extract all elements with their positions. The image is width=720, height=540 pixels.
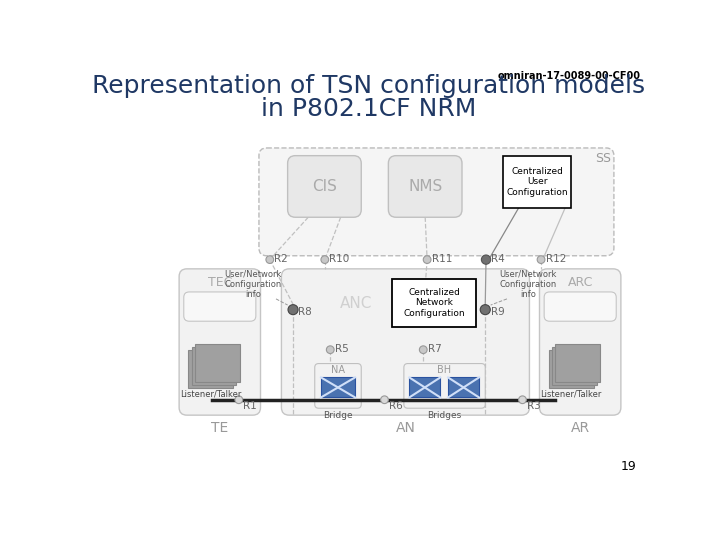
Text: BH: BH [438,364,451,375]
Text: omniran-17-0089-00-CF00: omniran-17-0089-00-CF00 [498,71,640,81]
Circle shape [482,255,490,264]
Text: NA: NA [331,364,345,375]
Text: User/Network
Configuration
info: User/Network Configuration info [499,269,557,299]
FancyBboxPatch shape [409,377,441,397]
FancyBboxPatch shape [315,363,361,408]
Text: AR: AR [571,421,590,435]
FancyBboxPatch shape [184,292,256,321]
FancyBboxPatch shape [194,343,240,382]
FancyBboxPatch shape [392,279,476,327]
FancyBboxPatch shape [282,269,529,415]
Text: R10: R10 [330,254,350,264]
Text: ARC: ARC [567,276,593,289]
Text: R11: R11 [432,254,452,264]
Text: Centralized
User
Configuration: Centralized User Configuration [506,167,568,197]
Text: R4: R4 [492,254,505,264]
FancyBboxPatch shape [179,269,261,415]
Text: Centralized
Network
Configuration: Centralized Network Configuration [403,288,465,318]
FancyBboxPatch shape [259,148,614,256]
Text: R6: R6 [389,401,403,411]
FancyBboxPatch shape [192,347,236,385]
Circle shape [419,346,427,354]
Circle shape [381,396,388,403]
Text: NMS: NMS [408,179,442,194]
Text: Bridge: Bridge [323,411,353,420]
Circle shape [321,256,329,264]
Text: Listener/Talker: Listener/Talker [180,390,242,399]
Text: SS: SS [595,152,611,165]
Text: R3: R3 [527,401,541,411]
Text: Listener/Talker: Listener/Talker [541,390,602,399]
Text: R9: R9 [490,307,505,317]
Text: AN: AN [395,421,415,435]
FancyBboxPatch shape [388,156,462,217]
Text: Bridges: Bridges [428,411,462,420]
Text: R1: R1 [243,401,257,411]
Text: User/Network
Configuration
info: User/Network Configuration info [224,269,282,299]
Text: CIS: CIS [312,179,337,194]
Text: ANC: ANC [340,296,372,311]
FancyBboxPatch shape [555,343,600,382]
FancyBboxPatch shape [549,350,594,388]
FancyBboxPatch shape [503,156,571,208]
Text: 19: 19 [621,460,636,473]
FancyBboxPatch shape [448,377,479,397]
Circle shape [423,256,431,264]
FancyBboxPatch shape [539,269,621,415]
FancyBboxPatch shape [404,363,485,408]
Text: R2: R2 [274,254,288,264]
Circle shape [537,256,545,264]
FancyBboxPatch shape [287,156,361,217]
Text: in P802.1CF NRM: in P802.1CF NRM [261,97,477,121]
Circle shape [326,346,334,354]
FancyBboxPatch shape [552,347,597,385]
Circle shape [266,256,274,264]
Text: TE: TE [211,421,228,435]
Text: R12: R12 [546,254,566,264]
Text: R5: R5 [335,344,348,354]
FancyBboxPatch shape [321,377,355,397]
Text: R8: R8 [299,307,312,317]
Circle shape [235,396,243,403]
Text: Representation of TSN configuration models: Representation of TSN configuration mode… [92,74,646,98]
Circle shape [518,396,526,403]
Circle shape [288,305,298,315]
Text: TEC: TEC [207,276,232,289]
Circle shape [480,305,490,315]
FancyBboxPatch shape [544,292,616,321]
Text: R7: R7 [428,344,441,354]
FancyBboxPatch shape [189,350,233,388]
